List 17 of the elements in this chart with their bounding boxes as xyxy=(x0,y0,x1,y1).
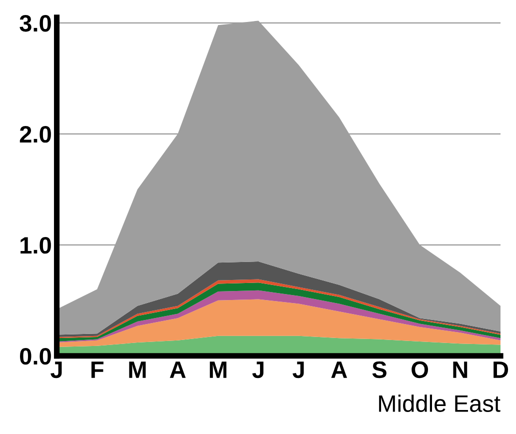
x-tick-label: M xyxy=(129,362,146,378)
text: Middle East xyxy=(379,394,500,412)
y-tick-label: 2.0 xyxy=(20,126,51,143)
x-tick-label: A xyxy=(170,362,186,378)
y-tick-label: 1.0 xyxy=(20,236,51,254)
x-tick-label: N xyxy=(453,362,468,378)
x-tick-label: J xyxy=(252,362,264,378)
x-tick-label: J xyxy=(292,362,304,378)
x-tick-label: M xyxy=(210,362,226,378)
y-tick-label: 0.0 xyxy=(20,348,51,365)
y-tick-label: 3.0 xyxy=(20,14,51,32)
x-tick-label: O xyxy=(412,361,428,378)
x-tick-label: A xyxy=(331,362,348,378)
x-tick-label: S xyxy=(372,361,386,378)
x-tick-label: J xyxy=(50,362,62,378)
x-tick-label: F xyxy=(91,362,104,378)
x-tick-label: D xyxy=(494,362,508,378)
